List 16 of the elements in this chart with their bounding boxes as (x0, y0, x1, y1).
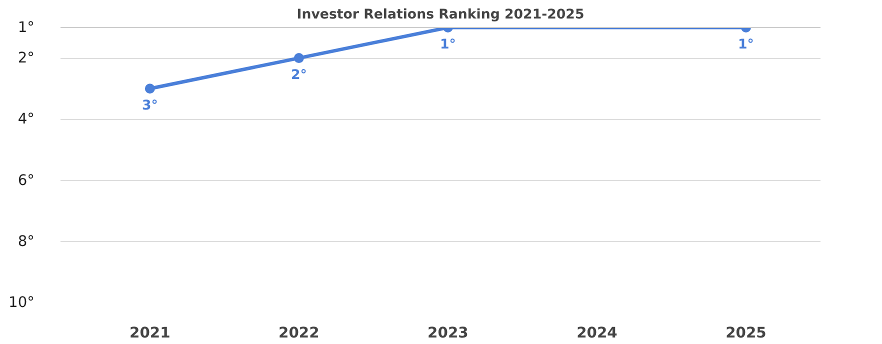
x-tick-label: 2022 (278, 324, 320, 342)
x-tick-label: 2024 (576, 324, 618, 342)
x-tick-label: 2025 (726, 324, 766, 342)
x-tick-label: 2023 (428, 324, 468, 342)
y-tick-label: 10° (8, 294, 35, 311)
y-tick-label: 4° (18, 110, 35, 128)
y-tick-label: 6° (18, 172, 35, 189)
data-label: 1° (738, 38, 754, 52)
data-label: 1° (440, 38, 456, 52)
y-tick-label: 2° (18, 50, 35, 67)
chart-title: Investor Relations Ranking 2021-2025 (296, 8, 584, 22)
y-tick-label: 8° (18, 232, 35, 250)
data-label: 2° (290, 68, 307, 84)
x-tick-label: 2021 (130, 324, 170, 342)
y-tick-label: 1° (18, 19, 35, 36)
data-label: 3° (142, 98, 158, 114)
